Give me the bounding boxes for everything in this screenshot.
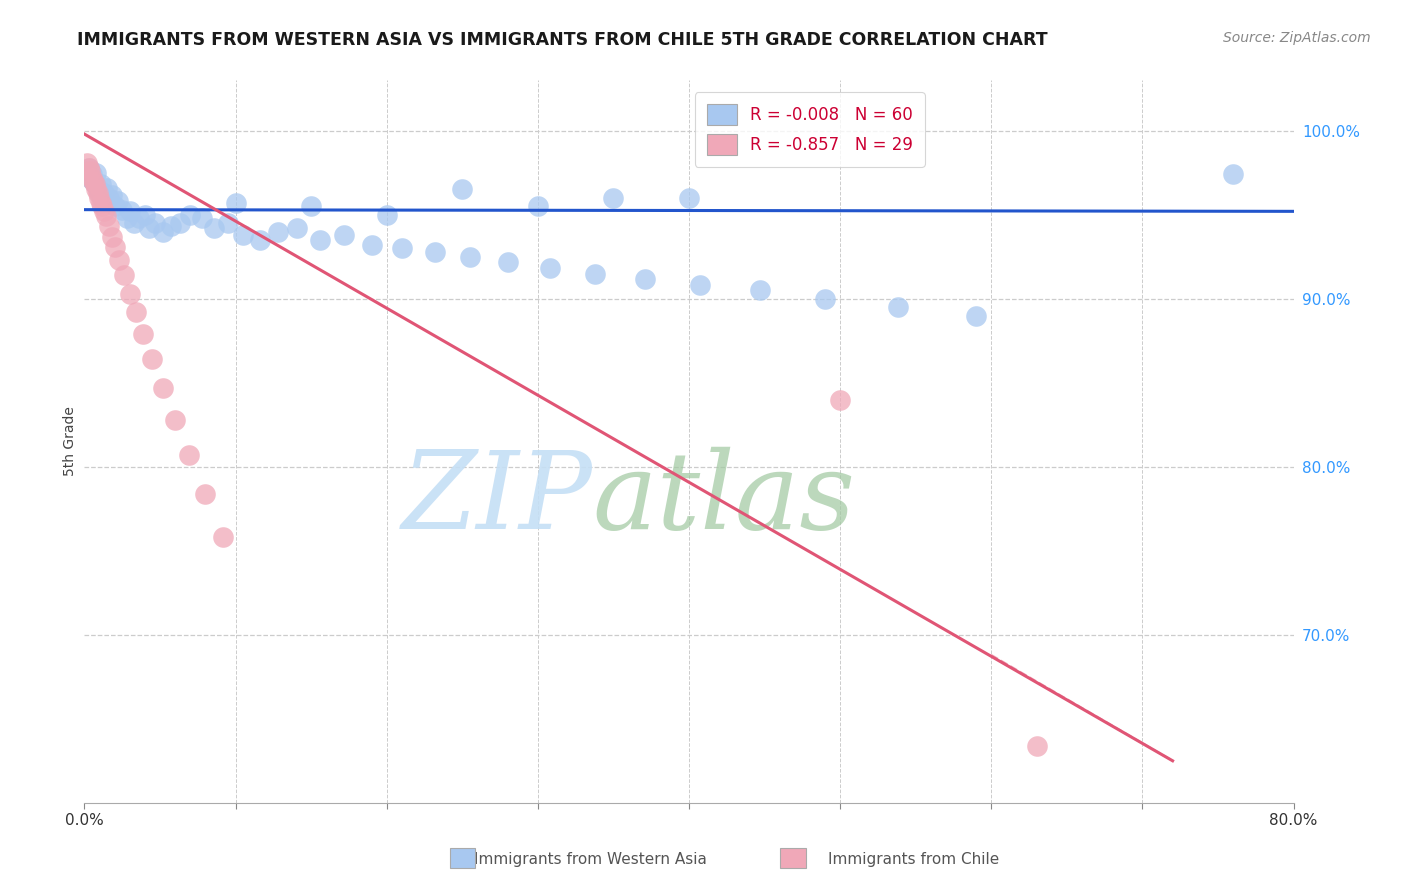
Point	[217, 216, 239, 230]
Point	[93, 204, 115, 219]
Legend: R = -0.008   N = 60, R = -0.857   N = 29: R = -0.008 N = 60, R = -0.857 N = 29	[695, 92, 925, 167]
Text: IMMIGRANTS FROM WESTERN ASIA VS IMMIGRANTS FROM CHILE 5TH GRADE CORRELATION CHAR: IMMIGRANTS FROM WESTERN ASIA VS IMMIGRAN…	[77, 31, 1047, 49]
Point	[122, 216, 145, 230]
Point	[87, 182, 110, 196]
Point	[965, 309, 987, 323]
Point	[391, 241, 413, 255]
Point	[249, 233, 271, 247]
Point	[111, 202, 134, 217]
Point	[82, 174, 104, 188]
Point	[86, 182, 108, 196]
Point	[80, 167, 103, 181]
Point	[90, 196, 112, 211]
Text: atlas: atlas	[592, 447, 855, 552]
Point	[128, 211, 150, 225]
Point	[634, 271, 657, 285]
Point	[89, 191, 111, 205]
Point	[97, 219, 120, 234]
Text: Immigrants from Western Asia: Immigrants from Western Asia	[474, 852, 707, 867]
Point	[100, 187, 122, 202]
Point	[496, 254, 519, 268]
Text: Source: ZipAtlas.com: Source: ZipAtlas.com	[1223, 31, 1371, 45]
Point	[134, 208, 156, 222]
Point	[165, 413, 187, 427]
Point	[138, 221, 160, 235]
Point	[309, 233, 332, 247]
Point	[538, 261, 561, 276]
Point	[94, 210, 117, 224]
Point	[583, 267, 606, 281]
Point	[299, 199, 322, 213]
Point	[678, 191, 700, 205]
Point	[77, 161, 100, 175]
Point	[132, 326, 155, 341]
Point	[830, 392, 852, 407]
Point	[86, 166, 108, 180]
Point	[118, 286, 141, 301]
Text: ZIP: ZIP	[401, 447, 592, 552]
Point	[287, 221, 309, 235]
Point	[82, 174, 104, 188]
Point	[360, 238, 382, 252]
Point	[90, 178, 112, 192]
Point	[152, 381, 174, 395]
Point	[112, 268, 135, 283]
Y-axis label: 5th Grade: 5th Grade	[63, 407, 77, 476]
Point	[1222, 167, 1244, 181]
Point	[145, 216, 167, 230]
Point	[97, 191, 120, 205]
Point	[1025, 739, 1047, 753]
Point	[100, 229, 122, 244]
Point	[108, 253, 131, 268]
Point	[191, 211, 214, 225]
Point	[79, 170, 101, 185]
Point	[177, 448, 200, 462]
Point	[423, 244, 446, 259]
Point	[267, 225, 290, 239]
Point	[159, 219, 181, 234]
Point	[79, 164, 101, 178]
Point	[169, 216, 191, 230]
Point	[94, 194, 117, 209]
Point	[152, 225, 174, 239]
Point	[107, 194, 129, 209]
Point	[91, 199, 114, 213]
Point	[118, 204, 141, 219]
Point	[76, 164, 98, 178]
Point	[84, 178, 107, 192]
Point	[87, 186, 110, 200]
Point	[115, 211, 138, 225]
Point	[375, 208, 398, 222]
Point	[91, 191, 114, 205]
Point	[80, 170, 103, 185]
Point	[451, 182, 474, 196]
Point	[689, 278, 711, 293]
Point	[104, 239, 127, 253]
Point	[84, 178, 107, 192]
Point	[333, 227, 356, 242]
Point	[202, 221, 225, 235]
Point	[602, 191, 624, 205]
Point	[141, 352, 163, 367]
Point	[93, 186, 115, 200]
Point	[225, 196, 247, 211]
Point	[527, 199, 550, 213]
Point	[232, 227, 254, 242]
Point	[104, 199, 127, 213]
Point	[212, 530, 235, 544]
Point	[194, 486, 217, 500]
Point	[77, 161, 100, 175]
Point	[76, 155, 98, 169]
Point	[749, 283, 772, 297]
Point	[458, 250, 481, 264]
Point	[814, 292, 837, 306]
Point	[125, 305, 148, 319]
Point	[886, 300, 908, 314]
Point	[89, 186, 111, 200]
Point	[96, 181, 118, 195]
Point	[179, 208, 201, 222]
Text: Immigrants from Chile: Immigrants from Chile	[828, 852, 1000, 867]
